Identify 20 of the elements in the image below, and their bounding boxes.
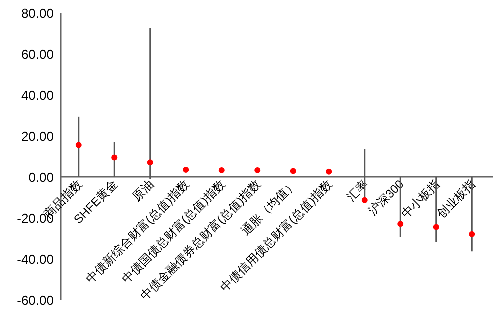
point (254, 167, 261, 174)
y-tick-label: -60.00 (17, 293, 54, 308)
point (112, 154, 118, 161)
x-tick-label: 原油 (130, 177, 156, 204)
y-tick-label: 0.00 (28, 170, 54, 185)
point (326, 168, 332, 175)
y-tick-label: -40.00 (17, 252, 54, 267)
point (433, 224, 440, 230)
point (362, 197, 368, 204)
y-tick-label: 60.00 (21, 47, 54, 62)
point (147, 160, 154, 166)
y-tick-label: 80.00 (21, 6, 54, 21)
point (290, 168, 296, 174)
y-tick-label: 40.00 (21, 88, 54, 103)
point (469, 231, 476, 238)
point (76, 142, 82, 148)
point (398, 221, 404, 228)
y-tick-label: 20.00 (21, 129, 54, 144)
point (183, 167, 190, 174)
point (218, 167, 225, 174)
